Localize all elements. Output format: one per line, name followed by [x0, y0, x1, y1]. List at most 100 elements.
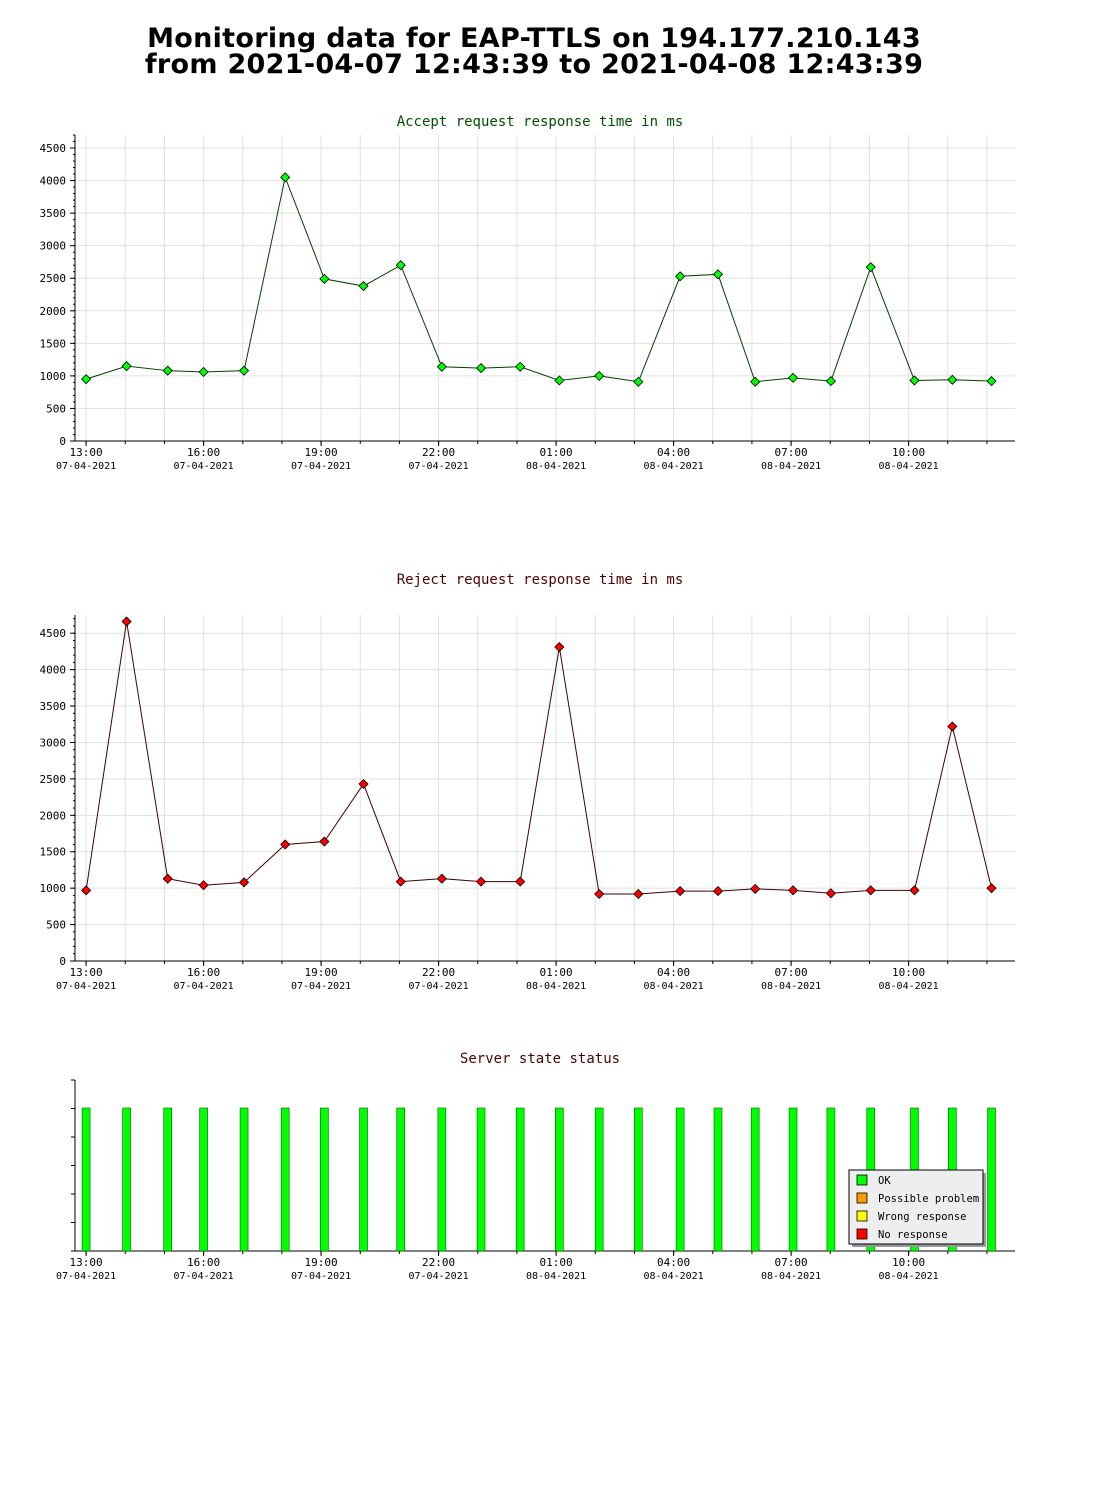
x-tick-date-label: 08-04-2021 — [761, 981, 821, 992]
state-bar — [320, 1107, 329, 1252]
data-point — [712, 269, 724, 280]
data-point — [81, 374, 92, 385]
x-tick-date-label: 08-04-2021 — [526, 1271, 586, 1282]
x-tick-date-label: 08-04-2021 — [878, 461, 938, 472]
state-bar — [280, 1107, 290, 1252]
legend-label: No response — [878, 1229, 948, 1241]
x-tick-date-label: 08-04-2021 — [643, 981, 703, 992]
data-point — [162, 365, 173, 376]
server-state-chart: Server state status 13:00 07-04-2021 16:00 0… — [56, 1051, 1015, 1282]
legend-swatch — [856, 1210, 868, 1222]
data-point — [239, 365, 250, 376]
y-tick-label: 1000 — [40, 882, 67, 895]
x-tick-time-label: 13:00 — [70, 1256, 103, 1269]
data-point — [865, 885, 876, 896]
x-tick-date-label: 07-04-2021 — [408, 1271, 468, 1282]
data-point — [358, 280, 369, 292]
legend-swatch — [856, 1192, 868, 1204]
data-point — [633, 376, 644, 387]
y-tick-label: 500 — [46, 919, 66, 932]
page-title-line-2: from 2021-04-07 12:43:39 to 2021-04-08 1… — [144, 49, 924, 80]
y-tick-label: 1000 — [40, 370, 67, 383]
data-point — [121, 616, 132, 627]
data-point — [750, 376, 761, 387]
x-tick-time-label: 16:00 — [187, 1256, 220, 1269]
state-bar — [634, 1107, 643, 1252]
state-bar — [396, 1107, 406, 1252]
x-tick-time-label: 13:00 — [70, 966, 103, 979]
x-tick-time-label: 04:00 — [657, 966, 690, 979]
y-tick-label: 3500 — [40, 700, 67, 713]
x-tick-date-label: 07-04-2021 — [408, 981, 468, 992]
x-tick-time-label: 10:00 — [892, 446, 925, 459]
y-tick-label: 4500 — [40, 142, 67, 155]
data-point — [475, 363, 487, 374]
legend-box — [848, 1169, 984, 1245]
data-point — [865, 262, 876, 273]
chart-title: Accept request response time in ms — [397, 114, 684, 130]
x-tick-date-label: 07-04-2021 — [56, 1271, 116, 1282]
data-point — [515, 876, 526, 887]
state-bar — [750, 1107, 760, 1252]
state-bar — [122, 1107, 131, 1252]
x-tick-time-label: 16:00 — [187, 446, 220, 459]
state-bar — [987, 1107, 996, 1252]
data-point — [280, 839, 291, 850]
data-point — [633, 888, 644, 900]
x-tick-time-label: 07:00 — [775, 966, 808, 979]
x-tick-time-label: 01:00 — [540, 1256, 573, 1269]
data-point — [787, 885, 799, 896]
x-tick-date-label: 08-04-2021 — [526, 461, 586, 472]
data-point — [787, 372, 799, 383]
state-bar — [81, 1107, 91, 1252]
reject-response-chart: Reject request response time in ms 0 500 10… — [40, 572, 1015, 992]
data-point — [986, 376, 997, 387]
y-tick-label: 4000 — [40, 175, 67, 188]
data-point — [986, 883, 997, 894]
state-bar — [675, 1107, 685, 1252]
data-point — [475, 876, 487, 887]
data-point — [909, 885, 920, 896]
x-tick-time-label: 04:00 — [657, 1256, 690, 1269]
data-point — [121, 361, 132, 372]
data-point — [319, 836, 330, 847]
data-point — [198, 880, 209, 891]
data-point — [825, 888, 836, 899]
x-tick-date-label: 08-04-2021 — [761, 461, 821, 472]
data-point — [436, 873, 447, 884]
series-line — [85, 175, 992, 383]
y-tick-label: 1500 — [40, 337, 67, 350]
x-tick-time-label: 07:00 — [775, 1256, 808, 1269]
x-tick-time-label: 19:00 — [305, 1256, 338, 1269]
accept-response-chart: Accept request response time in ms 0 500 10… — [40, 114, 1015, 472]
x-tick-time-label: 01:00 — [540, 446, 573, 459]
y-tick-label: 2500 — [40, 773, 67, 786]
data-point — [162, 873, 173, 884]
data-point — [395, 876, 406, 887]
x-tick-time-label: 16:00 — [187, 966, 220, 979]
data-point — [198, 366, 209, 378]
data-point — [947, 721, 958, 732]
x-tick-date-label: 07-04-2021 — [291, 1271, 351, 1282]
x-tick-date-label: 08-04-2021 — [526, 981, 586, 992]
state-bar — [199, 1107, 208, 1252]
y-tick-label: 3000 — [40, 736, 67, 749]
x-tick-time-label: 19:00 — [305, 966, 338, 979]
state-bar — [359, 1107, 368, 1252]
state-bar — [476, 1107, 486, 1252]
legend-label: Wrong response — [878, 1211, 967, 1223]
data-point — [594, 370, 605, 381]
chart-title: Reject request response time in ms — [397, 572, 684, 588]
x-tick-date-label: 07-04-2021 — [291, 461, 351, 472]
state-bar — [555, 1107, 564, 1252]
y-tick-label: 3000 — [40, 240, 67, 253]
chart-title: Server state status — [460, 1051, 620, 1067]
y-tick-label: 4000 — [40, 664, 67, 677]
x-tick-date-label: 07-04-2021 — [56, 981, 116, 992]
y-tick-label: 3500 — [40, 207, 67, 220]
data-point — [675, 271, 686, 282]
y-tick-label: 2500 — [40, 272, 67, 285]
y-tick-label: 0 — [59, 435, 66, 448]
x-tick-date-label: 07-04-2021 — [291, 981, 351, 992]
data-point — [319, 273, 330, 284]
